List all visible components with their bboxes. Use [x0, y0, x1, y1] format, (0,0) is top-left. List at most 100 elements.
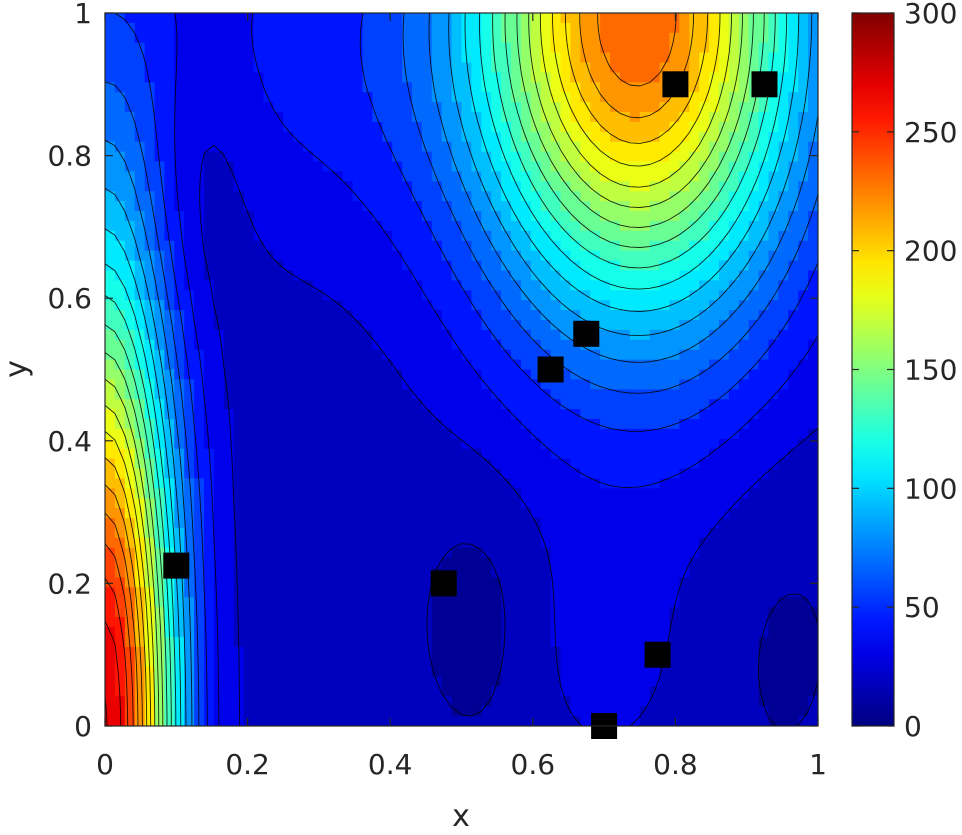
field-cell — [204, 488, 215, 499]
field-cell — [254, 201, 264, 212]
field-cell — [313, 667, 324, 678]
field-cell — [402, 389, 413, 400]
field-cell — [372, 112, 383, 123]
field-cell — [798, 261, 809, 272]
field-cell — [778, 558, 789, 569]
field-cell — [155, 686, 166, 697]
field-cell — [392, 627, 403, 638]
field-cell — [293, 13, 304, 24]
field-cell — [115, 132, 126, 143]
field-cell — [412, 577, 423, 588]
field-cell — [768, 676, 779, 687]
field-cell — [491, 231, 502, 242]
field-cell — [531, 340, 542, 351]
field-cell — [244, 469, 255, 480]
field-cell — [273, 449, 284, 460]
field-cell — [729, 191, 740, 202]
field-cell — [768, 310, 779, 321]
field-cell — [392, 538, 403, 549]
field-cell — [541, 627, 552, 638]
field-cell — [580, 498, 591, 509]
field-cell — [244, 568, 255, 579]
field-cell — [392, 459, 403, 470]
field-cell — [739, 251, 750, 261]
field-cell — [471, 379, 482, 390]
field-cell — [115, 409, 126, 420]
field-cell — [145, 568, 156, 579]
field-cell — [749, 162, 760, 173]
field-cell — [729, 647, 740, 658]
field-cell — [362, 201, 373, 212]
field-cell — [650, 469, 661, 480]
field-cell — [481, 360, 492, 371]
field-cell — [531, 449, 542, 460]
field-cell — [689, 558, 700, 569]
field-cell — [719, 498, 730, 509]
field-cell — [214, 498, 225, 509]
field-cell — [244, 647, 255, 658]
field-cell — [778, 310, 789, 321]
field-cell — [155, 171, 166, 182]
field-cell — [501, 132, 512, 143]
field-cell — [333, 548, 344, 559]
field-cell — [620, 72, 631, 83]
field-cell — [402, 449, 413, 460]
field-cell — [610, 379, 621, 390]
field-cell — [768, 627, 779, 638]
field-cell — [462, 221, 473, 232]
field-cell — [679, 152, 690, 163]
field-cell — [254, 647, 264, 658]
field-cell — [778, 686, 789, 697]
field-cell — [640, 488, 651, 499]
field-cell — [452, 498, 463, 509]
field-cell — [640, 290, 651, 301]
field-cell — [145, 370, 156, 381]
field-cell — [303, 686, 314, 697]
field-cell — [630, 429, 641, 440]
field-cell — [501, 676, 512, 687]
field-cell — [362, 152, 373, 163]
field-cell — [105, 667, 116, 678]
field-cell — [600, 577, 611, 588]
field-cell — [491, 53, 502, 64]
field-cell — [155, 82, 166, 93]
field-cell — [660, 122, 671, 132]
field-cell — [501, 241, 512, 252]
field-cell — [293, 637, 304, 648]
field-cell — [323, 181, 334, 192]
field-cell — [254, 538, 264, 549]
field-cell — [679, 122, 690, 132]
field-cell — [293, 548, 304, 559]
field-cell — [353, 617, 364, 628]
field-cell — [650, 270, 661, 281]
field-cell — [630, 72, 641, 83]
field-cell — [353, 112, 364, 123]
field-cell — [362, 280, 373, 291]
field-cell — [471, 181, 482, 192]
field-cell — [273, 350, 284, 361]
field-cell — [105, 340, 116, 351]
field-cell — [303, 43, 314, 54]
field-cell — [600, 518, 611, 529]
field-cell — [749, 587, 760, 598]
field-cell — [392, 53, 403, 64]
field-cell — [412, 72, 423, 83]
field-cell — [719, 102, 730, 113]
field-cell — [432, 340, 443, 351]
field-cell — [521, 221, 532, 232]
field-cell — [778, 370, 789, 381]
field-cell — [521, 459, 532, 470]
field-cell — [679, 171, 690, 182]
field-cell — [541, 23, 552, 34]
field-cell — [669, 538, 680, 549]
field-cell — [402, 597, 413, 608]
field-cell — [263, 518, 274, 529]
field-cell — [145, 23, 156, 34]
field-cell — [412, 251, 423, 261]
field-cell — [402, 330, 413, 341]
field-cell — [462, 102, 473, 113]
field-cell — [343, 607, 354, 618]
field-cell — [669, 488, 680, 499]
field-cell — [650, 53, 661, 64]
field-cell — [620, 122, 631, 132]
